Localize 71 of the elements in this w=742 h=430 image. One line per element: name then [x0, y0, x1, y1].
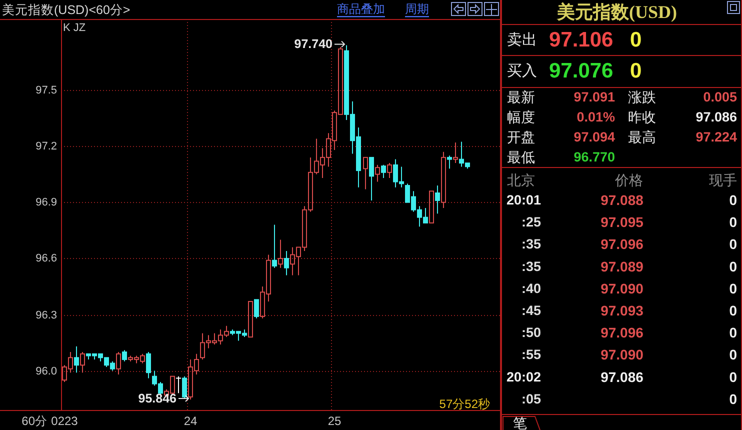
- text: 97.086: [600, 368, 644, 385]
- text: 最高: [628, 129, 656, 145]
- y-tick-label: 96.3: [36, 310, 57, 322]
- text: 97.076: [549, 60, 614, 82]
- text: 北京: [507, 172, 535, 188]
- text: 价格: [614, 172, 643, 188]
- text: 0: [729, 258, 738, 274]
- text: :25: [521, 214, 542, 230]
- text: 97.224: [696, 130, 738, 144]
- annotation: K JZ: [63, 22, 86, 34]
- text: 周期: [405, 2, 429, 16]
- text: 97.089: [600, 258, 644, 274]
- text: 20:01: [506, 192, 542, 208]
- text: 幅度: [507, 109, 535, 125]
- y-tick-label: 97.2: [36, 140, 57, 152]
- text: 涨跌: [628, 89, 656, 105]
- text: 0.01%: [576, 110, 615, 124]
- y-tick-label: 96.6: [36, 252, 57, 264]
- text: :05: [521, 391, 542, 406]
- text: 97.090: [600, 346, 644, 363]
- text: 97.086: [696, 110, 738, 124]
- text: 0: [729, 302, 738, 318]
- text: 0: [729, 346, 738, 363]
- x-tick-label: 0223: [51, 414, 78, 428]
- text: 97.090: [600, 280, 644, 296]
- text: :55: [521, 347, 542, 362]
- text: 0: [729, 214, 738, 230]
- chart-title: 美元指数(USD)<60分>: [2, 2, 130, 17]
- text: 商品叠加: [337, 2, 385, 16]
- text: 现手: [709, 172, 737, 188]
- text: 买入: [507, 62, 537, 80]
- text: 最低: [507, 149, 535, 165]
- text: 97.088: [600, 192, 644, 208]
- y-tick-label: 97.5: [36, 84, 57, 96]
- text: 97.106: [549, 28, 614, 52]
- x-tick-label: 24: [184, 414, 198, 428]
- text: 96.770: [574, 150, 615, 164]
- text: 0.005: [703, 90, 738, 104]
- text: 最新: [507, 89, 535, 105]
- text: :45: [521, 303, 542, 318]
- text: 0: [729, 324, 738, 341]
- text: 笔: [513, 415, 527, 430]
- text: 0: [729, 280, 738, 296]
- text: 97.091: [574, 90, 616, 104]
- text: 97.096: [600, 236, 644, 252]
- text: 昨收: [628, 109, 656, 125]
- text: 97.094: [574, 130, 616, 144]
- x-tick-label: 25: [328, 414, 342, 428]
- text: 0: [729, 236, 738, 252]
- y-tick-label: 96.9: [36, 196, 57, 208]
- text: 97.095: [600, 214, 644, 230]
- annotation: 97.740: [294, 37, 333, 52]
- text: 97.096: [600, 324, 644, 341]
- text: 0: [630, 60, 642, 82]
- text: :35: [521, 258, 542, 274]
- text: :35: [521, 236, 542, 252]
- text: 20:02: [506, 369, 541, 384]
- text: :40: [521, 280, 541, 296]
- text: :50: [521, 325, 541, 340]
- text: 0: [729, 390, 738, 407]
- annotation: 95.846: [138, 392, 177, 406]
- text: 60分: [22, 414, 47, 428]
- text: 开盘: [507, 129, 535, 145]
- text: 卖出: [507, 32, 537, 48]
- y-tick-label: 96.0: [36, 366, 57, 378]
- text: 0: [630, 28, 642, 52]
- text: 97.093: [600, 302, 644, 318]
- annotation: 57分52秒: [439, 397, 490, 411]
- text: 0: [729, 192, 738, 208]
- text: 0: [729, 368, 738, 385]
- text: 美元指数(USD): [556, 2, 678, 22]
